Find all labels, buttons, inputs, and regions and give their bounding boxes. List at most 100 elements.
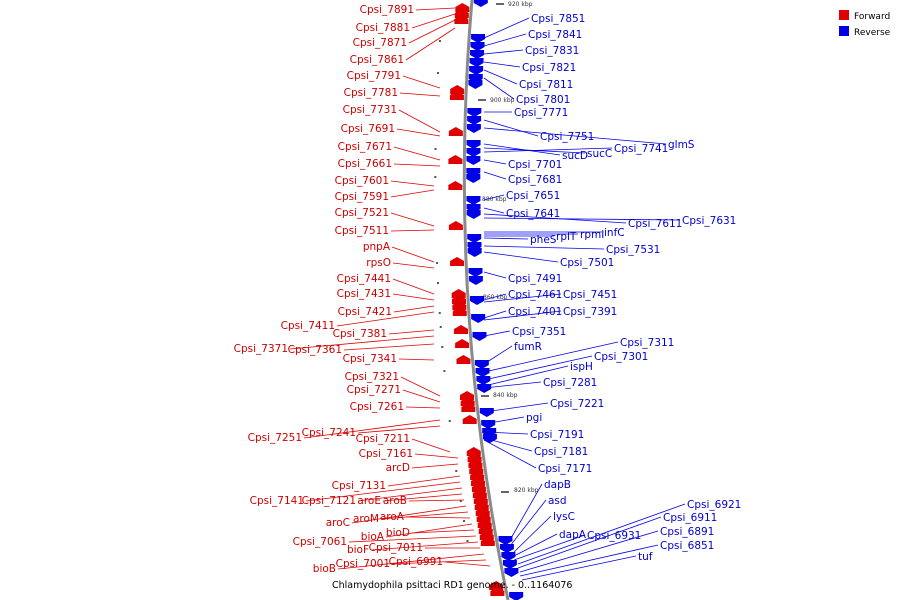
gene-label[interactable]: bioB (313, 563, 336, 575)
gene-label[interactable]: Cpsi_7821 (522, 62, 576, 74)
gene-label[interactable]: Cpsi_7001 (336, 558, 390, 570)
gene-label[interactable]: Cpsi_7521 (335, 207, 389, 219)
gene-label[interactable]: Cpsi_7701 (508, 159, 562, 171)
gene-label[interactable]: Cpsi_7871 (353, 37, 407, 49)
gene-label[interactable]: Cpsi_7221 (550, 398, 604, 410)
gene-label[interactable]: Cpsi_6991 (389, 556, 443, 568)
gene-label[interactable]: arcD (386, 462, 410, 474)
gene-label[interactable]: bioD (386, 527, 410, 539)
gene-label[interactable]: bioF (347, 544, 369, 556)
gene-label[interactable]: Cpsi_7361 (288, 344, 342, 356)
gene-label[interactable]: Cpsi_7311 (620, 337, 674, 349)
gene-label[interactable]: Cpsi_7801 (516, 94, 570, 106)
gene-label[interactable]: Cpsi_7641 (506, 208, 560, 220)
gene-label[interactable]: rpsO (366, 257, 391, 269)
gene-label[interactable]: Cpsi_6911 (663, 512, 717, 524)
gene-label[interactable]: fumR (514, 341, 542, 353)
gene-label[interactable]: Cpsi_7141 (250, 495, 304, 507)
gene-label[interactable]: Cpsi_7011 (369, 542, 423, 554)
gene-label[interactable]: infC (604, 227, 625, 239)
gene-label[interactable]: Cpsi_7321 (345, 371, 399, 383)
gene-label[interactable]: Cpsi_7271 (347, 384, 401, 396)
gene-label[interactable]: Cpsi_7731 (343, 104, 397, 116)
gene-label[interactable]: Cpsi_7161 (359, 448, 413, 460)
gene-label[interactable]: Cpsi_6891 (660, 526, 714, 538)
gene-label[interactable]: asd (548, 495, 567, 507)
gene-label[interactable]: Cpsi_7381 (333, 328, 387, 340)
gene-label[interactable]: aroA (380, 511, 405, 523)
gene-label[interactable]: dapA (559, 529, 587, 541)
gene-label[interactable]: Cpsi_7651 (506, 190, 560, 202)
gene-label[interactable]: Cpsi_7171 (538, 463, 592, 475)
gene-label[interactable]: Cpsi_7451 (563, 289, 617, 301)
gene-label[interactable]: Cpsi_7611 (628, 218, 682, 230)
gene-label[interactable]: Cpsi_7241 (302, 427, 356, 439)
gene-label[interactable]: Cpsi_7191 (530, 429, 584, 441)
gene-label[interactable]: Cpsi_7061 (293, 536, 347, 548)
gene-label[interactable]: sucD (562, 150, 588, 162)
gene-label[interactable]: Cpsi_7491 (508, 273, 562, 285)
gene-label[interactable]: Cpsi_7391 (563, 306, 617, 318)
gene-label[interactable]: Cpsi_7431 (337, 288, 391, 300)
gene-label[interactable]: Cpsi_7881 (356, 22, 410, 34)
gene-label[interactable]: Cpsi_7351 (512, 326, 566, 338)
gene-label[interactable]: Cpsi_7121 (302, 495, 356, 507)
gene-label[interactable]: pheS (530, 234, 557, 246)
forward-leader-line (393, 163, 441, 167)
gene-label[interactable]: aroB (383, 495, 407, 507)
gene-label[interactable]: Cpsi_7631 (682, 215, 736, 227)
gene-label[interactable]: Cpsi_7251 (248, 432, 302, 444)
gene-label[interactable]: tuf (638, 551, 653, 563)
gene-label[interactable]: ispH (570, 361, 593, 373)
gene-label[interactable]: Cpsi_7811 (519, 79, 573, 91)
gene-label[interactable]: Cpsi_7841 (528, 29, 582, 41)
gene-label[interactable]: Cpsi_7261 (350, 401, 404, 413)
gene-label[interactable]: Cpsi_7661 (338, 158, 392, 170)
gene-label[interactable]: Cpsi_7771 (514, 107, 568, 119)
gene-label[interactable]: Cpsi_7511 (335, 225, 389, 237)
gene-label[interactable]: aroM (353, 513, 379, 525)
gene-label[interactable]: Cpsi_7411 (281, 320, 335, 332)
gene-label[interactable]: Cpsi_7531 (606, 244, 660, 256)
gene-label[interactable]: Cpsi_7851 (531, 13, 585, 25)
gene-label[interactable]: Cpsi_7741 (614, 143, 668, 155)
gene-label[interactable]: bioA (361, 531, 385, 543)
legend: Forward Reverse (839, 10, 891, 38)
gene-label[interactable]: pnpA (363, 241, 391, 253)
gene-label[interactable]: Cpsi_7681 (508, 174, 562, 186)
gene-label[interactable]: Cpsi_7751 (540, 131, 594, 143)
gene-label[interactable]: Cpsi_7831 (525, 45, 579, 57)
gene-label[interactable]: Cpsi_7441 (337, 273, 391, 285)
gene-label[interactable]: Cpsi_7421 (338, 306, 392, 318)
gene-label[interactable]: Cpsi_7781 (344, 87, 398, 99)
gene-label[interactable]: Cpsi_7501 (560, 257, 614, 269)
gene-label[interactable]: Cpsi_7691 (341, 123, 395, 135)
gene-label[interactable]: Cpsi_7401 (508, 306, 562, 318)
gene-label[interactable]: aroC (326, 517, 350, 529)
gene-label[interactable]: lysC (553, 511, 575, 523)
gene-label[interactable]: Cpsi_7671 (338, 141, 392, 153)
gene-label[interactable]: Cpsi_6851 (660, 540, 714, 552)
gene-label[interactable]: Cpsi_7301 (594, 351, 648, 363)
gene-label[interactable]: Cpsi_6931 (587, 530, 641, 542)
gene-label[interactable]: Cpsi_7791 (347, 70, 401, 82)
gene-label[interactable]: Cpsi_7211 (356, 433, 410, 445)
gene-label[interactable]: Cpsi_7861 (350, 54, 404, 66)
gene-label[interactable]: Cpsi_6921 (687, 499, 741, 511)
gene-label[interactable]: Cpsi_7591 (335, 191, 389, 203)
gene-label[interactable]: Cpsi_7281 (543, 377, 597, 389)
gene-label[interactable]: rpmI (580, 229, 604, 241)
gene-label[interactable]: pgi (526, 412, 542, 424)
gene-label[interactable]: glmS (668, 139, 695, 151)
gene-label[interactable]: Cpsi_7371 (234, 343, 288, 355)
gene-label[interactable]: Cpsi_7601 (335, 175, 389, 187)
gene-label[interactable]: rplT (556, 231, 577, 243)
gene-label[interactable]: sucC (587, 148, 612, 160)
gene-label[interactable]: Cpsi_7461 (508, 289, 562, 301)
gene-label[interactable]: Cpsi_7131 (332, 480, 386, 492)
gene-label[interactable]: aroE (357, 495, 381, 507)
gene-label[interactable]: Cpsi_7181 (534, 446, 588, 458)
gene-label[interactable]: Cpsi_7891 (360, 4, 414, 16)
gene-label[interactable]: Cpsi_7341 (343, 353, 397, 365)
gene-label[interactable]: dapB (544, 479, 571, 491)
